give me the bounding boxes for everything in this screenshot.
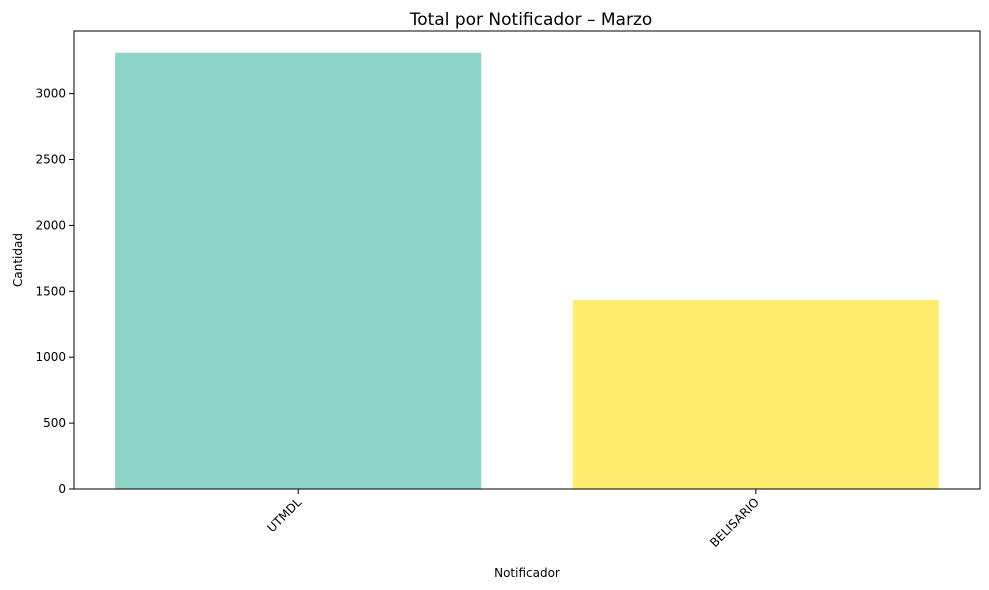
x-tick-label: BELISARIO [707, 495, 762, 550]
y-tick-label: 3000 [35, 87, 66, 101]
y-tick-label: 1000 [35, 350, 66, 364]
y-tick-label: 0 [58, 482, 66, 496]
x-tick-label: UTMDL [264, 495, 304, 535]
plot-frame [73, 30, 981, 490]
y-axis-label: Cantidad [11, 233, 25, 287]
y-tick-label: 2500 [35, 153, 66, 167]
y-axis: 0 500 1000 1500 2000 2500 3000 [35, 87, 74, 496]
chart-title: Total por Notificador – Marzo [409, 10, 653, 30]
bar-belisario [572, 299, 939, 489]
y-tick-label: 1500 [35, 284, 66, 298]
x-axis: UTMDL BELISARIO [264, 489, 762, 550]
x-axis-label: Notificador [494, 566, 560, 580]
y-tick-label: 2000 [35, 218, 66, 232]
y-tick-label: 500 [43, 416, 66, 430]
bar-utmdl [115, 52, 482, 489]
plot-area [115, 52, 939, 489]
